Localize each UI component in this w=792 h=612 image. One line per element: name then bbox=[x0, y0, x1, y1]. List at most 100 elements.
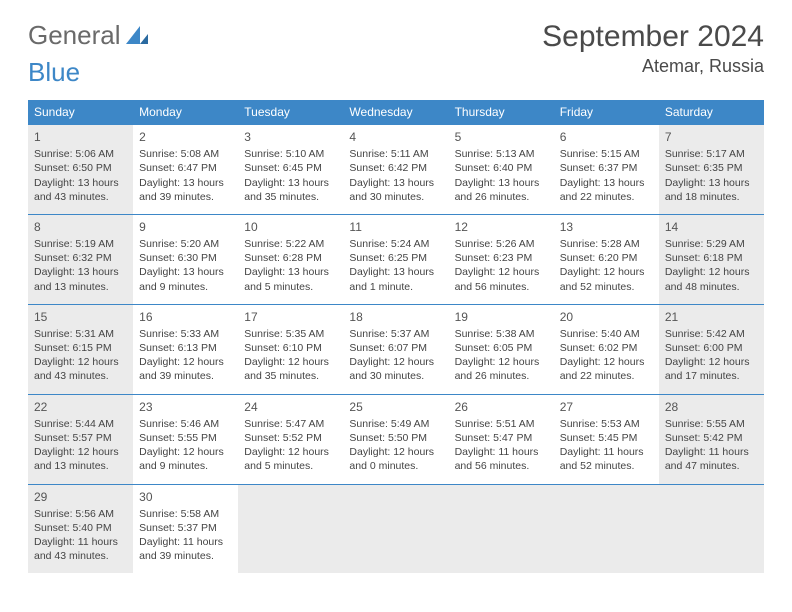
logo-text-1: General bbox=[28, 20, 121, 51]
day-number: 24 bbox=[244, 399, 337, 415]
day-number: 30 bbox=[139, 489, 232, 505]
column-header: Sunday bbox=[28, 100, 133, 125]
logo-text-2: Blue bbox=[28, 57, 80, 88]
sunrise-line: Sunrise: 5:08 AM bbox=[139, 147, 232, 161]
column-header: Saturday bbox=[659, 100, 764, 125]
daylight-line: Daylight: 13 hours and 9 minutes. bbox=[139, 265, 232, 293]
sunrise-line: Sunrise: 5:29 AM bbox=[665, 237, 758, 251]
sunrise-line: Sunrise: 5:15 AM bbox=[560, 147, 653, 161]
daylight-line: Daylight: 12 hours and 13 minutes. bbox=[34, 445, 127, 473]
daylight-line: Daylight: 12 hours and 43 minutes. bbox=[34, 355, 127, 383]
day-cell: 9Sunrise: 5:20 AMSunset: 6:30 PMDaylight… bbox=[133, 214, 238, 304]
daylight-line: Daylight: 11 hours and 52 minutes. bbox=[560, 445, 653, 473]
daylight-line: Daylight: 13 hours and 39 minutes. bbox=[139, 176, 232, 204]
daylight-line: Daylight: 12 hours and 56 minutes. bbox=[455, 265, 548, 293]
empty-cell bbox=[554, 484, 659, 573]
sunrise-line: Sunrise: 5:56 AM bbox=[34, 507, 127, 521]
day-number: 20 bbox=[560, 309, 653, 325]
month-title: September 2024 bbox=[542, 20, 764, 54]
day-cell: 26 Sunrise: 5:51 AMSunset: 5:47 PMDayligh… bbox=[449, 394, 554, 484]
sunrise-line: Sunrise: 5:51 AM bbox=[455, 417, 548, 431]
day-cell: 20 Sunrise: 5:40 AMSunset: 6:02 PMDayligh… bbox=[554, 304, 659, 394]
sunset-line: Sunset: 6:47 PM bbox=[139, 161, 232, 175]
daylight-line: Daylight: 12 hours and 22 minutes. bbox=[560, 355, 653, 383]
sunset-line: Sunset: 5:37 PM bbox=[139, 521, 232, 535]
day-cell: 23Sunrise: 5:46 AMSunset: 5:55 PMDayligh… bbox=[133, 394, 238, 484]
day-cell: 25Sunrise: 5:49 AMSunset: 5:50 PMDayligh… bbox=[343, 394, 448, 484]
day-number: 28 bbox=[665, 399, 758, 415]
daylight-line: Daylight: 12 hours and 35 minutes. bbox=[244, 355, 337, 383]
sunrise-line: Sunrise: 5:40 AM bbox=[560, 327, 653, 341]
sunset-line: Sunset: 6:45 PM bbox=[244, 161, 337, 175]
daylight-line: Daylight: 12 hours and 0 minutes. bbox=[349, 445, 442, 473]
day-cell: 16Sunrise: 5:33 AMSunset: 6:13 PMDayligh… bbox=[133, 304, 238, 394]
sunrise-line: Sunrise: 5:33 AM bbox=[139, 327, 232, 341]
column-header: Friday bbox=[554, 100, 659, 125]
sunrise-line: Sunrise: 5:42 AM bbox=[665, 327, 758, 341]
day-number: 9 bbox=[139, 219, 232, 235]
calendar-table: SundayMondayTuesdayWednesdayThursdayFrid… bbox=[28, 100, 764, 573]
daylight-line: Daylight: 12 hours and 26 minutes. bbox=[455, 355, 548, 383]
sunrise-line: Sunrise: 5:28 AM bbox=[560, 237, 653, 251]
day-number: 18 bbox=[349, 309, 442, 325]
day-number: 2 bbox=[139, 129, 232, 145]
sunrise-line: Sunrise: 5:38 AM bbox=[455, 327, 548, 341]
daylight-line: Daylight: 11 hours and 56 minutes. bbox=[455, 445, 548, 473]
sunset-line: Sunset: 5:47 PM bbox=[455, 431, 548, 445]
week-row: 22Sunrise: 5:44 AMSunset: 5:57 PMDayligh… bbox=[28, 394, 764, 484]
sunrise-line: Sunrise: 5:46 AM bbox=[139, 417, 232, 431]
day-cell: 11Sunrise: 5:24 AMSunset: 6:25 PMDayligh… bbox=[343, 214, 448, 304]
daylight-line: Daylight: 12 hours and 48 minutes. bbox=[665, 265, 758, 293]
sunset-line: Sunset: 5:40 PM bbox=[34, 521, 127, 535]
sunset-line: Sunset: 5:52 PM bbox=[244, 431, 337, 445]
day-cell: 29Sunrise: 5:56 AMSunset: 5:40 PMDayligh… bbox=[28, 484, 133, 573]
day-number: 19 bbox=[455, 309, 548, 325]
sunrise-line: Sunrise: 5:17 AM bbox=[665, 147, 758, 161]
sunset-line: Sunset: 6:40 PM bbox=[455, 161, 548, 175]
daylight-line: Daylight: 13 hours and 30 minutes. bbox=[349, 176, 442, 204]
empty-cell bbox=[659, 484, 764, 573]
sunset-line: Sunset: 6:02 PM bbox=[560, 341, 653, 355]
daylight-line: Daylight: 12 hours and 17 minutes. bbox=[665, 355, 758, 383]
day-number: 27 bbox=[560, 399, 653, 415]
sunrise-line: Sunrise: 5:49 AM bbox=[349, 417, 442, 431]
column-header: Wednesday bbox=[343, 100, 448, 125]
day-cell: 8Sunrise: 5:19 AMSunset: 6:32 PMDaylight… bbox=[28, 214, 133, 304]
daylight-line: Daylight: 13 hours and 26 minutes. bbox=[455, 176, 548, 204]
sunrise-line: Sunrise: 5:24 AM bbox=[349, 237, 442, 251]
day-number: 17 bbox=[244, 309, 337, 325]
day-cell: 28Sunrise: 5:55 AMSunset: 5:42 PMDayligh… bbox=[659, 394, 764, 484]
sunrise-line: Sunrise: 5:22 AM bbox=[244, 237, 337, 251]
daylight-line: Daylight: 13 hours and 22 minutes. bbox=[560, 176, 653, 204]
sunrise-line: Sunrise: 5:20 AM bbox=[139, 237, 232, 251]
day-cell: 5Sunrise: 5:13 AMSunset: 6:40 PMDaylight… bbox=[449, 125, 554, 215]
sunrise-line: Sunrise: 5:13 AM bbox=[455, 147, 548, 161]
day-cell: 15Sunrise: 5:31 AMSunset: 6:15 PMDayligh… bbox=[28, 304, 133, 394]
column-header: Tuesday bbox=[238, 100, 343, 125]
sunset-line: Sunset: 6:37 PM bbox=[560, 161, 653, 175]
sunset-line: Sunset: 6:28 PM bbox=[244, 251, 337, 265]
day-cell: 14Sunrise: 5:29 AMSunset: 6:18 PMDayligh… bbox=[659, 214, 764, 304]
empty-cell bbox=[343, 484, 448, 573]
daylight-line: Daylight: 11 hours and 39 minutes. bbox=[139, 535, 232, 563]
day-number: 1 bbox=[34, 129, 127, 145]
sunset-line: Sunset: 5:57 PM bbox=[34, 431, 127, 445]
daylight-line: Daylight: 11 hours and 47 minutes. bbox=[665, 445, 758, 473]
sunrise-line: Sunrise: 5:58 AM bbox=[139, 507, 232, 521]
day-number: 26 bbox=[455, 399, 548, 415]
day-number: 6 bbox=[560, 129, 653, 145]
sunset-line: Sunset: 6:42 PM bbox=[349, 161, 442, 175]
daylight-line: Daylight: 13 hours and 35 minutes. bbox=[244, 176, 337, 204]
day-cell: 7Sunrise: 5:17 AMSunset: 6:35 PMDaylight… bbox=[659, 125, 764, 215]
sunset-line: Sunset: 6:15 PM bbox=[34, 341, 127, 355]
sunrise-line: Sunrise: 5:19 AM bbox=[34, 237, 127, 251]
sunset-line: Sunset: 6:35 PM bbox=[665, 161, 758, 175]
sunrise-line: Sunrise: 5:11 AM bbox=[349, 147, 442, 161]
day-cell: 12Sunrise: 5:26 AMSunset: 6:23 PMDayligh… bbox=[449, 214, 554, 304]
day-cell: 17Sunrise: 5:35 AMSunset: 6:10 PMDayligh… bbox=[238, 304, 343, 394]
day-number: 4 bbox=[349, 129, 442, 145]
day-number: 3 bbox=[244, 129, 337, 145]
day-cell: 3Sunrise: 5:10 AMSunset: 6:45 PMDaylight… bbox=[238, 125, 343, 215]
sunrise-line: Sunrise: 5:47 AM bbox=[244, 417, 337, 431]
daylight-line: Daylight: 12 hours and 30 minutes. bbox=[349, 355, 442, 383]
